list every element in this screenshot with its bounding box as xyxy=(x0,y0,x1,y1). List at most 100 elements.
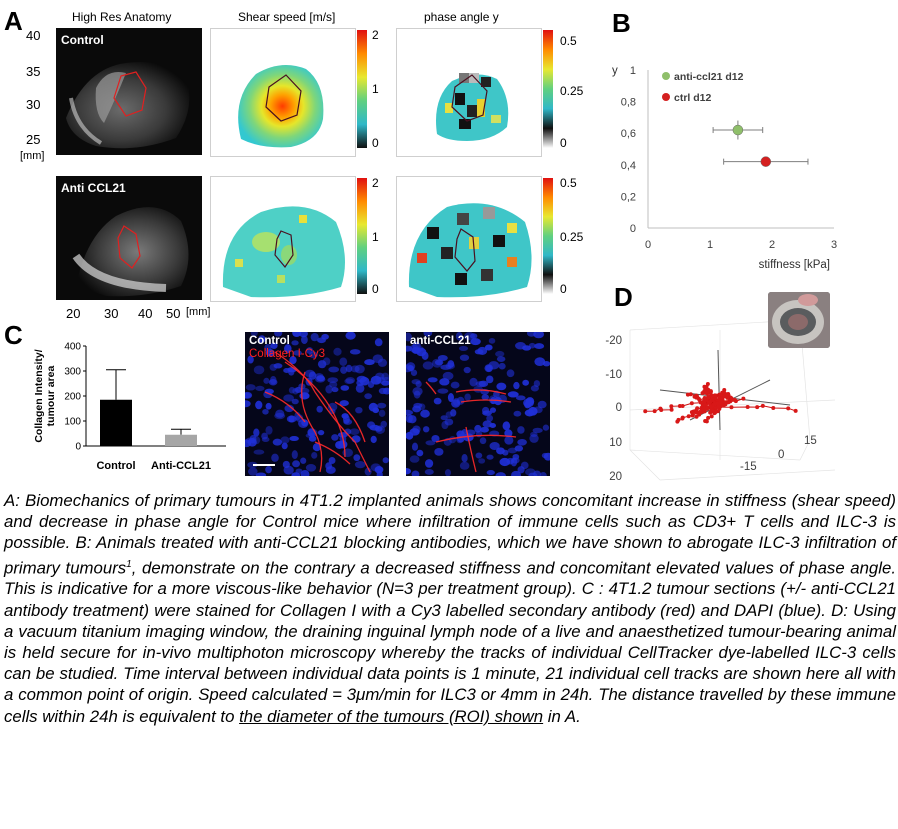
dapi-nucleus xyxy=(316,375,325,382)
dapi-nucleus xyxy=(455,332,463,341)
dapi-nucleus xyxy=(528,472,538,476)
b-y-tick: 0,4 xyxy=(621,160,636,172)
dapi-nucleus xyxy=(534,343,545,350)
dapi-nucleus xyxy=(485,365,492,372)
dapi-nucleus xyxy=(489,442,500,451)
dapi-nucleus xyxy=(328,366,340,373)
dapi-nucleus xyxy=(486,454,494,460)
b-legend-marker xyxy=(662,72,670,80)
c-y-label-line1: Collagen Intensity/ xyxy=(33,349,45,442)
x-tick: 20 xyxy=(66,306,81,321)
dapi-nucleus xyxy=(247,355,254,364)
dapi-nucleus xyxy=(486,414,494,422)
dapi-nucleus xyxy=(271,453,279,462)
dapi-nucleus xyxy=(539,471,547,476)
dapi-nucleus xyxy=(291,340,299,346)
b-x-tick: 1 xyxy=(707,239,713,251)
dapi-nucleus xyxy=(376,402,387,409)
dapi-nucleus xyxy=(370,435,377,444)
dapi-nucleus xyxy=(281,442,288,450)
dapi-nucleus xyxy=(253,365,265,375)
dapi-nucleus xyxy=(528,406,538,416)
dapi-nucleus xyxy=(445,411,453,418)
d-track-point xyxy=(755,405,760,410)
dapi-nucleus xyxy=(255,400,263,410)
mri-control-drawing xyxy=(66,62,190,149)
figure-caption: A: Biomechanics of primary tumours in 4T… xyxy=(4,490,896,727)
dapi-nucleus xyxy=(247,461,258,469)
d-track-point xyxy=(712,393,717,398)
collagen-fiber xyxy=(284,361,346,458)
dapi-nucleus xyxy=(316,405,323,413)
dapi-nucleus xyxy=(534,357,546,367)
dapi-nucleus xyxy=(434,447,444,456)
shear-map-anti-ccl21-drawing xyxy=(222,206,345,298)
dapi-nucleus xyxy=(504,429,513,438)
dapi-nucleus xyxy=(515,341,526,350)
dapi-nucleus xyxy=(263,377,270,384)
d-track-point xyxy=(726,400,731,405)
dapi-nucleus xyxy=(480,426,489,433)
y-tick: 30 xyxy=(26,97,41,112)
dapi-nucleus xyxy=(247,467,258,476)
dapi-nucleus xyxy=(288,386,296,394)
d-track-point xyxy=(725,395,730,400)
dapi-nucleus xyxy=(502,421,511,431)
d-track-point xyxy=(702,409,707,414)
dapi-nucleus xyxy=(431,434,440,443)
dapi-nucleus xyxy=(294,386,302,394)
collagen-fiber xyxy=(455,389,507,395)
dapi-nucleus xyxy=(245,439,252,448)
dapi-nucleus xyxy=(459,354,470,361)
b-y-tick: 1 xyxy=(630,65,636,77)
d-track-point xyxy=(706,415,711,420)
collagen-fiber xyxy=(425,381,437,395)
d-tick: -20 xyxy=(605,335,622,347)
dapi-nucleus xyxy=(437,355,448,361)
dapi-nucleus xyxy=(439,378,450,386)
d-track-point xyxy=(704,419,709,424)
dapi-nucleus xyxy=(469,333,478,339)
b-y-tick: 0,2 xyxy=(621,191,636,203)
dapi-nucleus xyxy=(265,466,272,474)
d-track-point xyxy=(723,402,728,407)
c-y-tick: 100 xyxy=(64,417,81,428)
dapi-nucleus xyxy=(317,360,327,369)
dapi-nucleus xyxy=(286,415,297,423)
d-tick: 0 xyxy=(616,402,622,414)
dapi-nucleus xyxy=(340,385,350,391)
dapi-nucleus xyxy=(517,438,527,446)
b-x-label: stiffness [kPa] xyxy=(759,259,830,271)
d-track-point xyxy=(652,409,657,414)
dapi-nucleus xyxy=(507,391,519,398)
phase-map-anti-ccl21-drawing xyxy=(408,203,532,298)
b-y-tick: 0,6 xyxy=(621,128,636,140)
dapi-nucleus xyxy=(364,359,375,366)
b-y-label: y xyxy=(612,65,618,77)
dapi-nucleus xyxy=(310,332,319,342)
d-track-point xyxy=(709,404,714,409)
dapi-nucleus xyxy=(409,428,420,436)
dapi-nucleus xyxy=(331,434,339,441)
row-label-anti-ccl21: Anti CCL21 xyxy=(61,181,126,195)
d-track-point xyxy=(689,410,694,415)
dapi-nucleus xyxy=(249,434,257,444)
c-y-label: Collagen Intensity/tumour area xyxy=(33,349,57,442)
dapi-nucleus xyxy=(489,422,497,428)
collagen-fiber xyxy=(334,401,366,443)
b-legend-label: anti-ccl21 d12 xyxy=(674,71,744,83)
d-track-point xyxy=(786,406,791,411)
dapi-nucleus xyxy=(475,452,483,459)
dapi-nucleus xyxy=(530,385,539,392)
dapi-nucleus xyxy=(406,414,413,423)
dapi-nucleus xyxy=(325,462,333,470)
dapi-nucleus xyxy=(475,381,487,387)
dapi-nucleus xyxy=(307,428,318,437)
dapi-nucleus xyxy=(265,349,275,357)
d-track-point xyxy=(702,395,707,400)
micrograph-anti-ccl21: anti-CCL21 xyxy=(406,332,550,476)
dapi-nucleus xyxy=(344,378,354,385)
dapi-nucleus xyxy=(463,366,471,374)
dapi-nucleus xyxy=(495,472,506,476)
dapi-nucleus xyxy=(291,398,299,405)
